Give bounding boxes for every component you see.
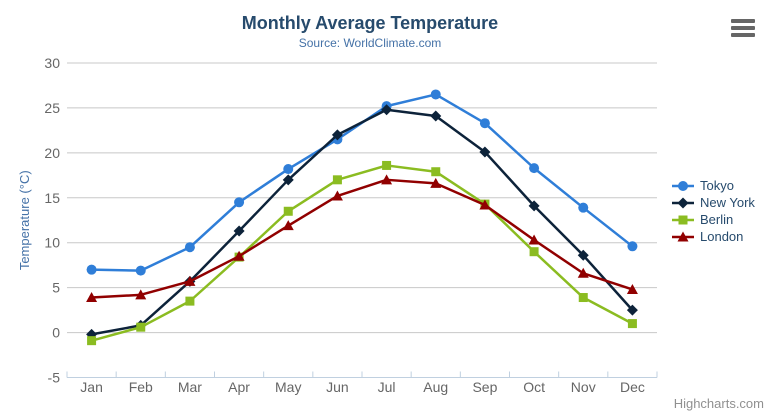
x-axis-label: Jul [378, 379, 396, 395]
legend-marker-berlin [672, 215, 694, 224]
legend-item-new-york[interactable]: New York [671, 194, 755, 211]
legend-item-tokyo[interactable]: Tokyo [671, 177, 755, 194]
triangle-icon [677, 231, 689, 241]
marker-new-york-dec[interactable] [626, 304, 638, 316]
marker-new-york-jun[interactable] [331, 129, 343, 141]
marker-london-jul[interactable] [381, 174, 393, 185]
marker-london-jun[interactable] [331, 190, 343, 201]
marker-tokyo-dec[interactable] [627, 241, 638, 252]
chart-title: Monthly Average Temperature [241, 13, 499, 33]
marker-new-york-nov[interactable] [577, 249, 589, 261]
marker-new-york-apr[interactable] [233, 225, 245, 237]
legend-marker-tokyo [672, 180, 694, 191]
marker-berlin-jul[interactable] [382, 160, 392, 170]
y-axis-label: -5 [48, 370, 61, 386]
marker-berlin-aug[interactable] [431, 167, 441, 177]
x-axis-label: Jun [326, 379, 349, 395]
legend-label-new-york: New York [700, 195, 755, 210]
legend-item-berlin[interactable]: Berlin [671, 211, 755, 228]
y-axis-title: Temperature (°C) [17, 170, 32, 270]
y-axis-label: 15 [44, 190, 60, 206]
series-tokyo-line[interactable] [90, 93, 634, 272]
marker-berlin-mar[interactable] [185, 296, 195, 306]
marker-berlin-may[interactable] [283, 206, 293, 216]
legend-marker-new-york [672, 197, 694, 208]
x-axis-label: Oct [523, 379, 545, 395]
x-axis-label: Mar [178, 379, 202, 395]
marker-tokyo-mar[interactable] [184, 242, 195, 253]
circle-icon [678, 180, 688, 191]
x-axis-label: Feb [129, 379, 153, 395]
x-axis-label: Nov [571, 379, 596, 395]
marker-london-apr[interactable] [233, 250, 245, 261]
marker-new-york-oct[interactable] [528, 200, 540, 212]
marker-tokyo-may[interactable] [283, 164, 294, 175]
y-axis-label: 25 [44, 100, 60, 116]
legend-marker-london [672, 231, 694, 241]
marker-new-york-may[interactable] [282, 174, 294, 186]
marker-berlin-jun[interactable] [332, 175, 342, 185]
marker-tokyo-nov[interactable] [578, 202, 589, 213]
y-axis-label: 0 [52, 325, 60, 341]
x-axis-label: Aug [423, 379, 448, 395]
legend-label-tokyo: Tokyo [700, 178, 734, 193]
marker-tokyo-aug[interactable] [430, 89, 441, 100]
marker-berlin-feb[interactable] [136, 322, 146, 332]
x-axis-label: Dec [620, 379, 645, 395]
marker-london-feb[interactable] [135, 289, 147, 300]
y-axis-label: 20 [44, 145, 60, 161]
y-axis-label: 10 [44, 235, 60, 251]
marker-london-dec[interactable] [626, 283, 638, 294]
series-new-york-line[interactable] [90, 108, 634, 336]
diamond-icon [677, 197, 689, 208]
hamburger-icon [731, 33, 755, 37]
marker-london-nov[interactable] [577, 267, 589, 278]
marker-berlin-dec[interactable] [627, 319, 637, 329]
marker-london-aug[interactable] [430, 177, 442, 188]
x-axis-label: Sep [472, 379, 497, 395]
square-icon [678, 215, 688, 224]
marker-london-mar[interactable] [184, 275, 196, 286]
x-axis-label: Jan [80, 379, 103, 395]
x-axis-label: Apr [228, 379, 250, 395]
marker-tokyo-feb[interactable] [135, 265, 146, 276]
credits-link[interactable]: Highcharts.com [673, 396, 764, 411]
marker-tokyo-apr[interactable] [234, 197, 245, 208]
legend-label-berlin: Berlin [700, 212, 734, 227]
marker-berlin-nov[interactable] [578, 293, 588, 303]
marker-london-sep[interactable] [479, 199, 491, 210]
x-axis-label: May [275, 379, 301, 395]
marker-tokyo-sep[interactable] [479, 118, 490, 129]
series-london-line[interactable] [90, 178, 634, 299]
legend: Tokyo New York Berlin London [671, 177, 755, 245]
legend-label-london: London [700, 229, 744, 244]
marker-new-york-jul[interactable] [381, 104, 393, 116]
export-menu-button[interactable] [731, 19, 755, 37]
hamburger-icon [731, 19, 755, 23]
y-axis-label: 30 [44, 55, 60, 71]
marker-tokyo-oct[interactable] [529, 163, 540, 174]
hamburger-icon [731, 26, 755, 30]
marker-tokyo-jan[interactable] [86, 264, 97, 275]
marker-new-york-aug[interactable] [430, 110, 442, 122]
marker-berlin-jan[interactable] [87, 336, 97, 346]
marker-new-york-sep[interactable] [479, 146, 491, 158]
marker-london-oct[interactable] [528, 234, 540, 245]
marker-berlin-oct[interactable] [529, 247, 539, 257]
y-axis-label: 5 [52, 280, 60, 296]
series-berlin-line[interactable] [90, 164, 634, 342]
legend-item-london[interactable]: London [671, 228, 755, 245]
marker-london-may[interactable] [282, 220, 294, 231]
chart-subtitle: Source: WorldClimate.com [298, 36, 442, 50]
marker-london-jan[interactable] [86, 292, 98, 303]
